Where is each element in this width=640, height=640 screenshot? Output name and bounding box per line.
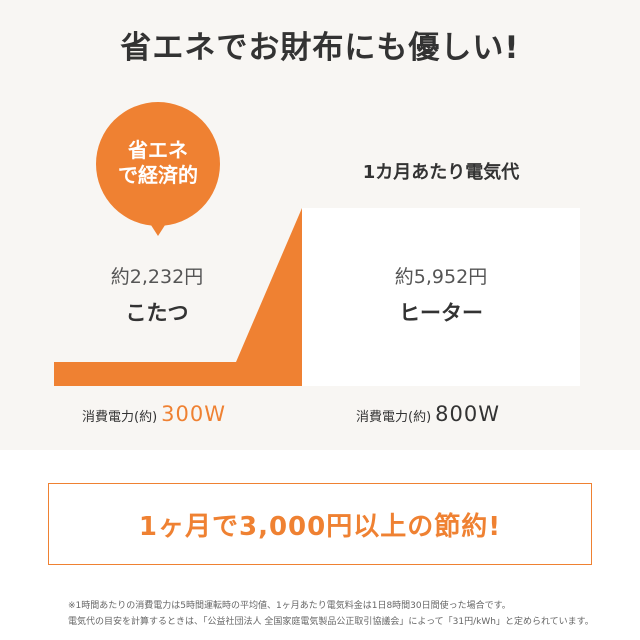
- subtitle: 1カ月あたり電気代: [362, 162, 520, 183]
- badge-line1: 省エネ: [128, 138, 188, 162]
- footnote: 電気代の目安を計算するときは、「公益社団法人 全国家庭電気製品公正取引協議会」に…: [68, 617, 594, 627]
- badge-line2: で経済的: [118, 163, 198, 187]
- footnote: ※1時間あたりの消費電力は5時間運転時の平均値、1ヶ月あたり電気料金は1日8時間…: [68, 601, 511, 611]
- power-value: 800W: [435, 402, 501, 426]
- eco-badge: 省エネ で経済的: [96, 102, 220, 226]
- heater-power: 消費電力(約) 800W: [356, 402, 500, 426]
- savings-callout: 1ヶ月で3,000円以上の節約!: [48, 483, 592, 565]
- kotatsu-power: 消費電力(約) 300W: [82, 402, 226, 426]
- badge-pointer: [149, 222, 167, 236]
- power-label: 消費電力(約): [82, 410, 158, 425]
- kotatsu-name: こたつ: [125, 301, 189, 325]
- savings-text: 1ヶ月で3,000円以上の節約!: [138, 511, 502, 542]
- power-label: 消費電力(約): [356, 410, 432, 425]
- kotatsu-price: 約2,232円: [110, 266, 204, 288]
- heater-name: ヒーター: [399, 301, 483, 325]
- power-value: 300W: [161, 402, 227, 426]
- page-title: 省エネでお財布にも優しい!: [120, 30, 520, 66]
- comparison-graphic: [54, 208, 580, 386]
- heater-price: 約5,952円: [394, 266, 488, 288]
- kotatsu-bar: [54, 208, 302, 386]
- heater-bar: [302, 208, 580, 386]
